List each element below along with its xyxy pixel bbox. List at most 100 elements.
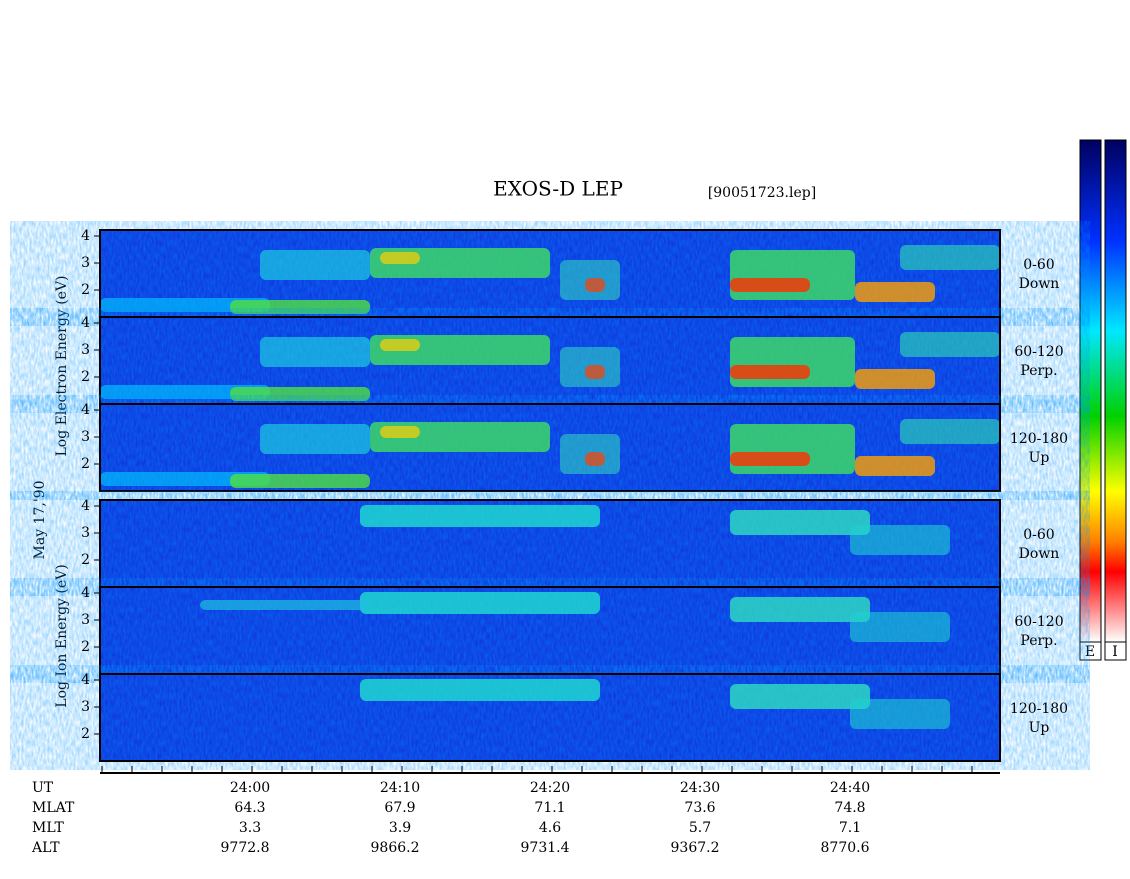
spectrogram-band <box>850 612 950 642</box>
spectrogram-band <box>730 250 855 300</box>
spectrogram-band <box>230 300 370 314</box>
orbit-value: 3.9 <box>389 820 411 836</box>
spectrogram-band <box>730 424 855 474</box>
spectrogram-band <box>730 278 810 292</box>
orbit-value: 73.6 <box>684 800 715 816</box>
spectrogram-band <box>260 250 370 280</box>
orbit-value: 24:30 <box>680 780 720 796</box>
spectrogram-band <box>260 424 370 454</box>
y-tick-label: 2 <box>81 369 90 385</box>
spectrogram-band <box>850 525 950 555</box>
orbit-value: 9866.2 <box>371 840 420 856</box>
orbit-value: 8770.6 <box>821 840 870 856</box>
spectrogram-band <box>730 452 810 466</box>
spectrogram-band <box>730 684 870 709</box>
spectrogram-band <box>200 600 370 610</box>
panel-direction: Up <box>1029 720 1050 736</box>
orbit-value: 9772.8 <box>221 840 270 856</box>
colorbar-label: E <box>1085 644 1095 660</box>
spectrogram-band <box>100 472 270 486</box>
spectrogram-band <box>360 505 600 527</box>
y-tick-label: 3 <box>81 342 90 358</box>
orbit-value: 74.8 <box>834 800 865 816</box>
spectrogram-band <box>360 592 600 614</box>
y-tick-label: 4 <box>81 585 90 601</box>
orbit-value: 9367.2 <box>671 840 720 856</box>
y-tick-label: 4 <box>81 402 90 418</box>
panel-angle: 120-180 <box>1010 431 1068 447</box>
y-tick-label: 3 <box>81 255 90 271</box>
orbit-value: 24:20 <box>530 780 570 796</box>
spectrogram-band <box>730 337 855 387</box>
orbit-value: 24:10 <box>380 780 420 796</box>
orbit-row-name: UT <box>32 780 54 796</box>
orbit-value: 3.3 <box>239 820 261 836</box>
orbit-value: 71.1 <box>534 800 565 816</box>
y-tick-label: 3 <box>81 429 90 445</box>
spectrogram-band <box>360 679 600 701</box>
panel-angle: 0-60 <box>1023 527 1054 543</box>
colorbar-label: I <box>1112 644 1118 660</box>
panel-frame <box>99 673 1001 762</box>
panel-direction: Down <box>1019 546 1060 562</box>
spectrogram-band <box>585 452 605 466</box>
orbit-row-name: MLAT <box>32 800 75 816</box>
orbit-row-name: MLT <box>32 820 64 836</box>
y-tick-label: 4 <box>81 315 90 331</box>
orbit-value: 5.7 <box>689 820 711 836</box>
electron-axis-label: Log Electron Energy (eV) <box>54 275 70 456</box>
y-tick-label: 2 <box>81 456 90 472</box>
colorbar <box>1104 139 1127 643</box>
spectrogram-band <box>850 699 950 729</box>
panel-angle: 60-120 <box>1014 344 1063 360</box>
panel-direction: Down <box>1019 276 1060 292</box>
date-label: May 17,'90 <box>32 481 48 560</box>
orbit-value: 24:40 <box>830 780 870 796</box>
panel-angle: 60-120 <box>1014 614 1063 630</box>
spectrogram-band <box>100 298 270 312</box>
ion-axis-label: Log Ion Energy (eV) <box>54 564 70 707</box>
y-tick-label: 3 <box>81 699 90 715</box>
orbit-value: 24:00 <box>230 780 270 796</box>
spectrogram-band <box>585 365 605 379</box>
y-tick-label: 4 <box>81 228 90 244</box>
colorbar-box <box>1079 641 1102 661</box>
orbit-row-name: ALT <box>31 840 60 856</box>
spectrogram-band <box>230 474 370 488</box>
panel-frame <box>99 403 1001 492</box>
y-tick-label: 4 <box>81 498 90 514</box>
orbit-value: 9731.4 <box>521 840 570 856</box>
colorbar-box <box>1104 641 1127 661</box>
spectrogram-band <box>900 245 1000 270</box>
colorbar <box>1079 139 1102 643</box>
spectrogram-band <box>730 365 810 379</box>
spectrogram-band <box>380 339 420 351</box>
y-tick-label: 2 <box>81 282 90 298</box>
spectrogram-band <box>230 387 370 401</box>
panel-direction: Perp. <box>1020 633 1057 649</box>
spectrogram-band <box>855 282 935 302</box>
orbit-value: 4.6 <box>539 820 561 836</box>
spectrogram-band <box>900 332 1000 357</box>
spectrogram-band <box>380 252 420 264</box>
y-tick-label: 2 <box>81 639 90 655</box>
spectrogram-band <box>380 426 420 438</box>
orbit-value: 7.1 <box>839 820 861 836</box>
y-tick-label: 2 <box>81 726 90 742</box>
spectrogram-band <box>855 456 935 476</box>
panel-angle: 120-180 <box>1010 701 1068 717</box>
spectrogram-band <box>585 278 605 292</box>
spectrogram-band <box>900 419 1000 444</box>
spectrogram-band <box>100 385 270 399</box>
spectrogram-band <box>730 597 870 622</box>
y-tick-label: 2 <box>81 552 90 568</box>
file-name: [90051723.lep] <box>708 185 816 201</box>
panel-direction: Up <box>1029 450 1050 466</box>
orbit-value: 64.3 <box>234 800 265 816</box>
panel-direction: Perp. <box>1020 363 1057 379</box>
y-tick-label: 3 <box>81 525 90 541</box>
spectrogram-band <box>730 510 870 535</box>
y-tick-label: 3 <box>81 612 90 628</box>
panel-angle: 0-60 <box>1023 257 1054 273</box>
